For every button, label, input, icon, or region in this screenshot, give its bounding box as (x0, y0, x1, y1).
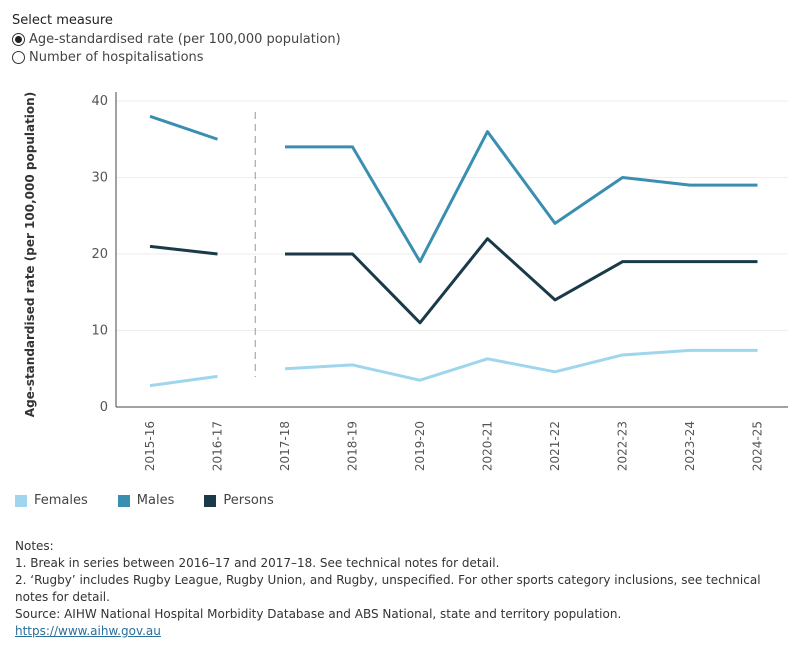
y-axis-title: Age-standardised rate (per 100,000 popul… (23, 92, 37, 417)
legend-label-males: Males (136, 493, 175, 508)
y-tick-label: 40 (91, 94, 108, 109)
legend-item-females[interactable]: Females (15, 493, 88, 508)
series-line-persons-after-break (285, 237, 758, 325)
y-tick-label: 0 (100, 400, 108, 415)
legend-item-persons[interactable]: Persons (204, 493, 274, 508)
x-tick-label: 2024-25 (751, 421, 765, 471)
radio-button-unchecked-icon[interactable] (12, 51, 25, 64)
radio-button-checked-icon[interactable] (12, 33, 25, 46)
measure-selector-title: Select measure (12, 13, 113, 28)
series-line-males-before-break (149, 114, 218, 141)
radio-option-rate[interactable]: Age-standardised rate (per 100,000 popul… (12, 32, 341, 47)
x-tick-label: 2018-19 (346, 421, 360, 471)
legend-item-males[interactable]: Males (117, 493, 175, 508)
aihw-link[interactable]: https://www.aihw.gov.au (15, 624, 161, 638)
radio-label-count: Number of hospitalisations (29, 50, 204, 65)
legend-swatch-females (15, 494, 27, 507)
radio-label-rate: Age-standardised rate (per 100,000 popul… (29, 32, 341, 47)
x-tick-label: 2022-23 (616, 421, 630, 471)
series-line-females-after-break (284, 348, 758, 382)
radio-option-count[interactable]: Number of hospitalisations (12, 50, 204, 65)
source-text: Source: AIHW National Hospital Morbidity… (15, 607, 622, 621)
legend-swatch-males (117, 494, 130, 507)
x-tick-label: 2020-21 (481, 421, 495, 471)
series-line-females-before-break (149, 374, 218, 388)
y-tick-label: 30 (91, 171, 108, 186)
notes-heading: Notes: (15, 539, 54, 553)
legend-swatch-persons (204, 494, 217, 507)
x-tick-label: 2021-22 (548, 421, 562, 471)
line-chart: 0 10 20 30 40 2015-16 2016-17 2017-18 2018-19 201… (23, 92, 788, 471)
x-tick-label: 2019-20 (413, 421, 427, 471)
y-tick-label: 10 (91, 324, 108, 339)
legend-label-females: Females (34, 493, 88, 508)
x-tick-label: 2023-24 (683, 421, 697, 471)
chart-legend: Females Males Persons (15, 493, 304, 508)
x-tick-label: 2016-17 (211, 421, 225, 471)
notes-block: Notes: 1. Break in series between 2016–1… (15, 538, 775, 640)
note-item-1: 1. Break in series between 2016–17 and 2… (15, 556, 500, 570)
x-tick-label: 2017-18 (278, 421, 292, 471)
y-tick-label: 20 (91, 247, 108, 262)
series-line-persons-before-break (149, 244, 218, 256)
series-line-males-after-break (285, 130, 758, 264)
legend-label-persons: Persons (223, 493, 274, 508)
note-item-2: 2. ‘Rugby’ includes Rugby League, Rugby … (15, 573, 761, 604)
x-tick-label: 2015-16 (143, 421, 157, 471)
